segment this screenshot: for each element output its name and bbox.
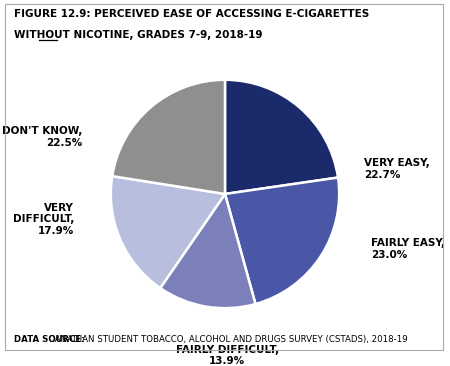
Text: FAIRLY DIFFICULT,
13.9%: FAIRLY DIFFICULT, 13.9%: [176, 345, 279, 366]
Wedge shape: [225, 80, 338, 194]
Text: DATA SOURCE:: DATA SOURCE:: [14, 335, 84, 344]
Text: FIGURE 12.9: PERCEIVED EASE OF ACCESSING E-CIGARETTES: FIGURE 12.9: PERCEIVED EASE OF ACCESSING…: [14, 9, 369, 19]
Wedge shape: [111, 176, 225, 288]
Text: WITHOUT NICOTINE, GRADES 7-9, 2018-19: WITHOUT NICOTINE, GRADES 7-9, 2018-19: [14, 30, 262, 40]
Text: VERY
DIFFICULT,
17.9%: VERY DIFFICULT, 17.9%: [13, 202, 74, 236]
Wedge shape: [160, 194, 256, 308]
Text: VERY EASY,
22.7%: VERY EASY, 22.7%: [364, 158, 430, 180]
Text: FAIRLY EASY,
23.0%: FAIRLY EASY, 23.0%: [371, 238, 445, 259]
Wedge shape: [225, 178, 339, 304]
Wedge shape: [112, 80, 225, 194]
Text: CANADIAN STUDENT TOBACCO, ALCOHOL AND DRUGS SURVEY (CSTADS), 2018-19: CANADIAN STUDENT TOBACCO, ALCOHOL AND DR…: [46, 335, 408, 344]
Text: DON'T KNOW,
22.5%: DON'T KNOW, 22.5%: [2, 126, 82, 148]
